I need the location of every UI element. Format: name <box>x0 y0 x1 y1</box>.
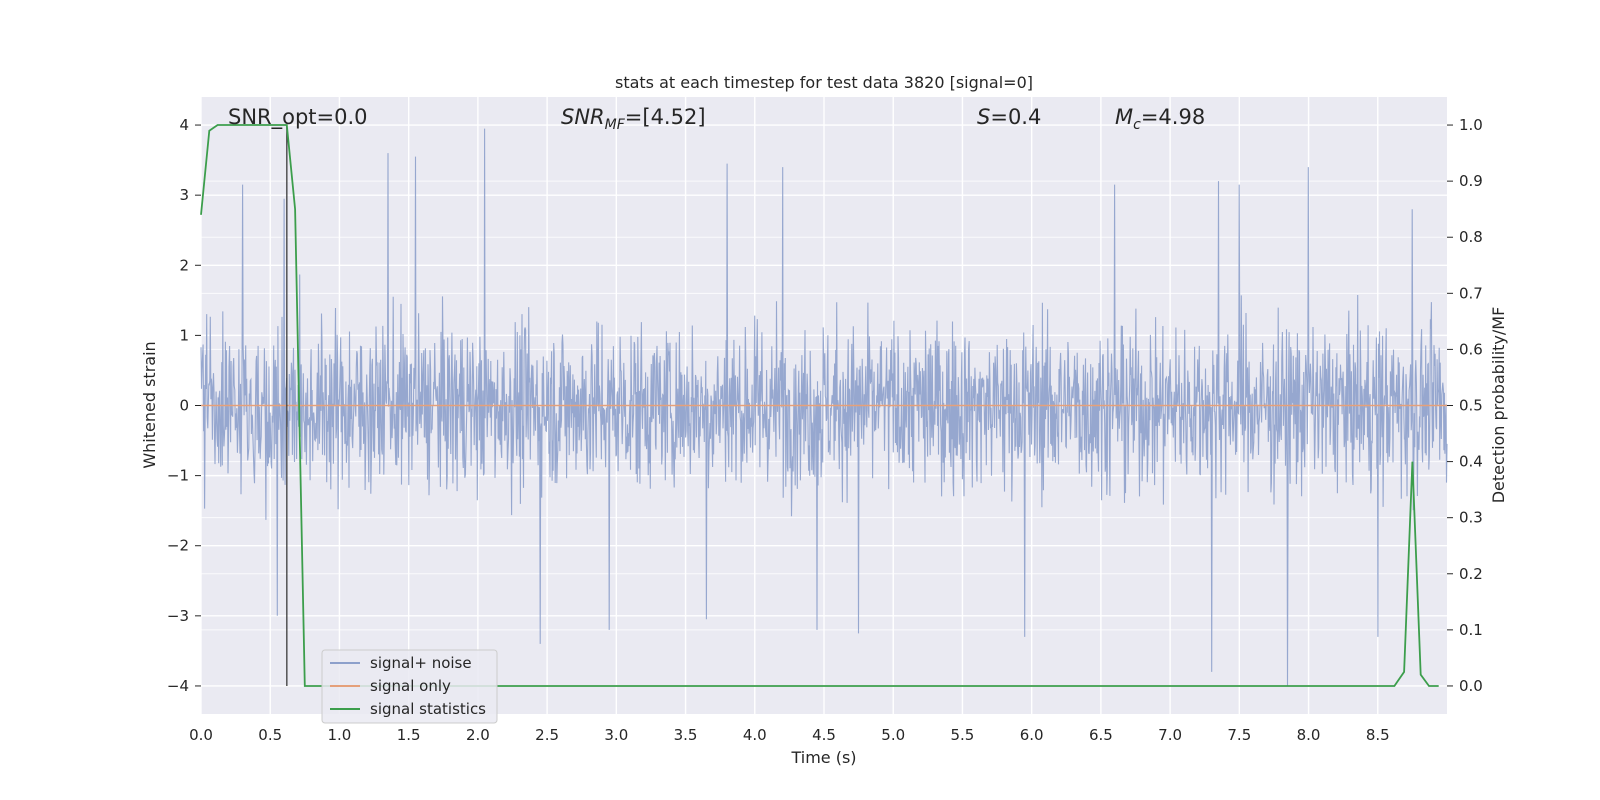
x-tick-label: 3.5 <box>674 726 698 744</box>
y-tick-label: 1 <box>179 326 189 344</box>
legend-label-signal-statistics: signal statistics <box>370 700 486 718</box>
y-tick-label: 4 <box>179 116 189 134</box>
x-tick-label: 1.5 <box>397 726 421 744</box>
annotation-mc-value: =4.98 <box>1141 105 1205 129</box>
x-tick-label: 2.5 <box>535 726 559 744</box>
x-tick-label: 0.5 <box>258 726 282 744</box>
x-tick-label: 4.0 <box>743 726 767 744</box>
x-tick-label: 4.5 <box>812 726 836 744</box>
y-tick-label: 3 <box>179 186 189 204</box>
series-signal-statistics <box>200 124 1439 687</box>
annotation-mc: Mc=4.98 <box>1115 105 1205 133</box>
x-tick-label: 8.5 <box>1366 726 1390 744</box>
y-axis-label: Whitened strain <box>140 341 159 468</box>
y-tick-labels-left: −4 −3 −2 −1 0 1 2 3 4 <box>167 116 201 695</box>
annotation-s-main: S <box>977 105 990 129</box>
noise-trace <box>200 128 1448 687</box>
legend: signal+ noise signal only signal statist… <box>321 649 498 724</box>
series-signal-noise <box>200 128 1448 687</box>
y-tick-label: 2 <box>179 256 189 274</box>
y-tick-label-right: 0.4 <box>1459 453 1483 471</box>
y-tick-label-right: 0.5 <box>1459 397 1483 415</box>
legend-label-signal-only: signal only <box>370 677 451 695</box>
legend-box <box>321 649 498 724</box>
annotation-snr-mf-sub: MF <box>605 117 626 133</box>
annotation-s: S=0.4 <box>977 105 1041 129</box>
annotation-s-value: =0.4 <box>990 105 1041 129</box>
y-tick-label: 0 <box>179 397 189 415</box>
x-tick-label: 7.5 <box>1227 726 1251 744</box>
y-axis-label-right: Detection probability/MF <box>1489 307 1508 504</box>
x-tick-label: 8.0 <box>1297 726 1321 744</box>
y-tick-label-right: 1.0 <box>1459 116 1483 134</box>
annotation-snr-mf-value: =[4.52] <box>625 105 706 129</box>
y-tick-label-right: 0.0 <box>1459 677 1483 695</box>
x-tick-label: 6.5 <box>1089 726 1113 744</box>
x-tick-label: 3.0 <box>604 726 628 744</box>
annotation-snr-opt: SNR_opt=0.0 <box>228 105 368 130</box>
y-tick-label-right: 0.6 <box>1459 340 1483 358</box>
y-tick-labels-right: 0.0 0.1 0.2 0.3 0.4 0.5 0.6 0.7 0.8 0.9 1.0 <box>1447 116 1483 695</box>
y-tick-label-right: 0.1 <box>1459 621 1483 639</box>
y-tick-label: −2 <box>167 537 189 555</box>
y-tick-label: −3 <box>167 607 189 625</box>
y-tick-label-right: 0.9 <box>1459 172 1483 190</box>
y-tick-label-right: 0.2 <box>1459 565 1483 583</box>
annotation-mc-sub: c <box>1133 117 1141 133</box>
x-tick-label: 0.0 <box>189 726 213 744</box>
x-tick-label: 6.0 <box>1020 726 1044 744</box>
annotation-mc-main: M <box>1115 105 1133 129</box>
y-tick-label-right: 0.7 <box>1459 284 1483 302</box>
annotation-snr-mf: SNRMF=[4.52] <box>561 105 706 133</box>
legend-label-signal-noise: signal+ noise <box>370 654 472 672</box>
x-tick-labels: 0.0 0.5 1.0 1.5 2.0 2.5 3.0 3.5 4.0 4.5 5.0 5.5 6.0 6… <box>189 726 1390 744</box>
y-tick-label-right: 0.8 <box>1459 228 1483 246</box>
x-tick-label: 5.0 <box>881 726 905 744</box>
x-tick-label: 2.0 <box>466 726 490 744</box>
x-tick-label: 1.0 <box>328 726 352 744</box>
chart-title: stats at each timestep for test data 382… <box>615 73 1033 92</box>
y-tick-label: −4 <box>167 677 189 695</box>
x-tick-label: 7.0 <box>1158 726 1182 744</box>
y-tick-label: −1 <box>167 467 189 485</box>
y-tick-label-right: 0.3 <box>1459 509 1483 527</box>
x-tick-label: 5.5 <box>951 726 975 744</box>
x-axis-label: Time (s) <box>790 748 856 767</box>
annotation-snr-mf-main: SNR <box>561 105 605 129</box>
